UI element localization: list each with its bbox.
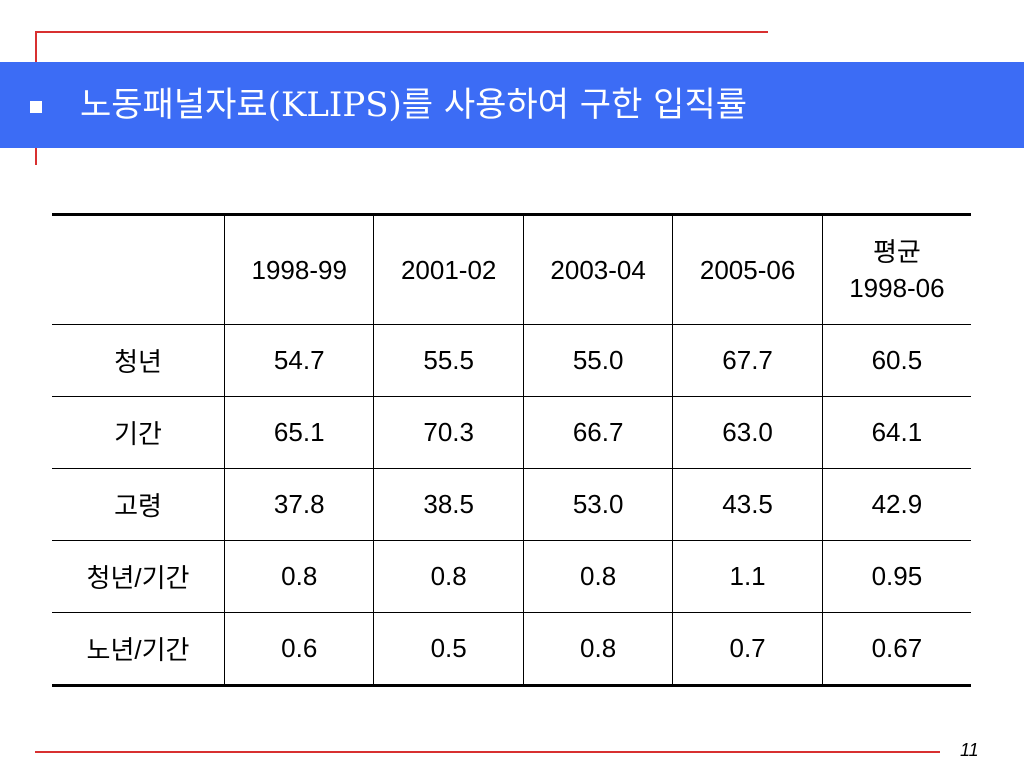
column-header: 2003-04 [522,213,674,325]
header-line: 평균 [872,237,921,267]
cell: 43.5 [672,468,823,541]
cell: 64.1 [821,396,971,469]
cell: 0.5 [373,612,524,687]
red-rule [35,31,768,33]
cell: 0.6 [223,612,375,687]
red-rule [35,751,940,753]
cell: 70.3 [373,396,524,469]
row-header: 고령 [52,468,225,541]
bullet [30,101,42,113]
cell: 66.7 [522,396,674,469]
title-bar [0,62,1024,148]
page-number: 11 [960,740,979,760]
table-row: 기간 65.1 70.3 66.7 63.0 64.1 [52,396,971,469]
cell: 0.95 [821,540,971,613]
cell: 38.5 [373,468,524,541]
row-header: 기간 [52,396,225,469]
header-line: 1998-06 [849,273,945,303]
cell: 0.8 [373,540,524,613]
red-rule [35,31,37,62]
column-header: 2005-06 [672,213,823,325]
cell: 54.7 [223,324,375,397]
column-header: 평균 1998-06 [821,213,971,325]
row-header: 노년/기간 [52,612,225,687]
column-header: 1998-99 [223,213,375,325]
data-table: 1998-99 2001-02 2003-04 2005-06 평균 1998-06 청년 5… [52,213,971,687]
cell: 53.0 [522,468,674,541]
cell: 63.0 [672,396,823,469]
slide-title: 노동패널자료(KLIPS)를 사용하여 구한 입직률 [80,85,748,125]
corner-cell [52,213,225,325]
cell: 0.67 [821,612,971,687]
table-row: 고령 37.8 38.5 53.0 43.5 42.9 [52,468,971,541]
table-row: 청년 54.7 55.5 55.0 67.7 60.5 [52,324,971,397]
cell: 65.1 [223,396,375,469]
cell: 55.5 [373,324,524,397]
table-row: 노년/기간 0.6 0.5 0.8 0.7 0.67 [52,612,971,687]
header-row: 1998-99 2001-02 2003-04 2005-06 평균 1998-06 [52,213,971,325]
cell: 60.5 [821,324,971,397]
column-header: 2001-02 [373,213,524,325]
row-header: 청년 [52,324,225,397]
row-header: 청년/기간 [52,540,225,613]
red-rule [35,148,37,165]
cell: 0.7 [672,612,823,687]
cell: 55.0 [522,324,674,397]
cell: 1.1 [672,540,823,613]
table-row: 청년/기간 0.8 0.8 0.8 1.1 0.95 [52,540,971,613]
cell: 67.7 [672,324,823,397]
cell: 0.8 [223,540,375,613]
cell: 0.8 [522,612,674,687]
cell: 0.8 [522,540,674,613]
cell: 42.9 [821,468,971,541]
cell: 37.8 [223,468,375,541]
